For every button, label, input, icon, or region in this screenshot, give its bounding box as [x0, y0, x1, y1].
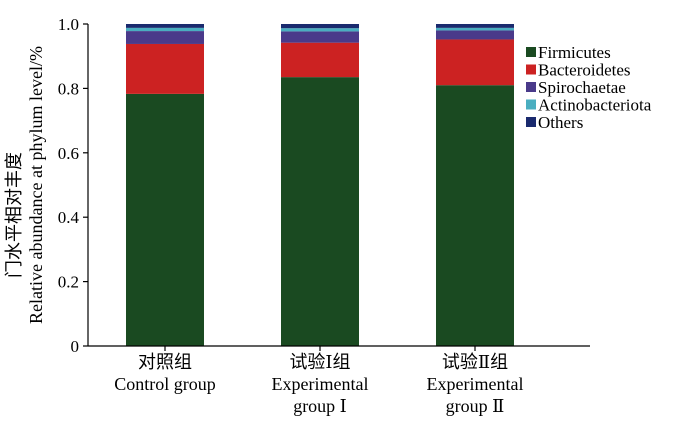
bar-segment	[126, 31, 204, 44]
y-tick-label: 0.4	[58, 208, 80, 227]
bars	[126, 24, 514, 347]
bar-segment	[126, 93, 204, 347]
bar-segment	[126, 24, 204, 28]
legend-label: Spirochaetae	[538, 78, 626, 97]
bar-segment	[126, 43, 204, 94]
bar-segment	[281, 77, 359, 346]
y-axis-label-en: Relative abundance at phylum level/%	[26, 46, 46, 324]
legend-swatch	[526, 47, 536, 57]
x-tick-label: Experimental	[272, 374, 369, 394]
bar-segment	[126, 27, 204, 32]
bar-stack	[281, 24, 359, 346]
x-tick-label: 对照组	[138, 352, 192, 372]
bar-segment	[436, 30, 514, 40]
bar-segment	[281, 24, 359, 29]
y-axis: 0 0.2 0.4 0.6 0.8 1.0	[58, 15, 89, 356]
x-tick-label: group Ⅱ	[446, 396, 505, 416]
bar-segment	[436, 24, 514, 28]
bar-segment	[281, 42, 359, 78]
y-tick-label: 0.6	[58, 144, 79, 163]
legend-label: Others	[538, 113, 583, 132]
bar-segment	[436, 85, 514, 347]
bar-stack	[126, 24, 204, 347]
legend-swatch	[526, 82, 536, 92]
x-tick-label: Experimental	[427, 374, 524, 394]
legend-label: Firmicutes	[538, 43, 611, 62]
x-tick-label: 试验Ⅱ组	[442, 352, 508, 372]
x-tick-label: Control group	[114, 374, 216, 394]
y-tick-label: 0	[71, 337, 80, 356]
x-tick-label: group Ⅰ	[293, 396, 347, 416]
legend-label: Bacteroidetes	[538, 61, 631, 80]
y-tick-label: 1.0	[58, 15, 79, 34]
y-axis-label-cn: 门水平相对丰度	[4, 152, 24, 278]
legend-label: Actinobacteriota	[538, 96, 652, 115]
bar-stack	[436, 24, 514, 347]
legend-swatch	[526, 117, 536, 127]
x-tick-label: 试验Ⅰ组	[289, 352, 350, 372]
legend-swatch	[526, 64, 536, 75]
bar-segment	[281, 31, 359, 43]
y-tick-label: 0.8	[58, 79, 79, 98]
y-tick-label: 0.2	[58, 273, 79, 292]
bar-segment	[281, 28, 359, 32]
legend-swatch	[526, 99, 536, 110]
bar-segment	[436, 39, 514, 86]
y-axis-label: 门水平相对丰度 Relative abundance at phylum lev…	[4, 46, 46, 324]
bar-segment	[436, 27, 514, 31]
legend: FirmicutesBacteroidetesSpirochaetaeActin…	[526, 43, 652, 132]
